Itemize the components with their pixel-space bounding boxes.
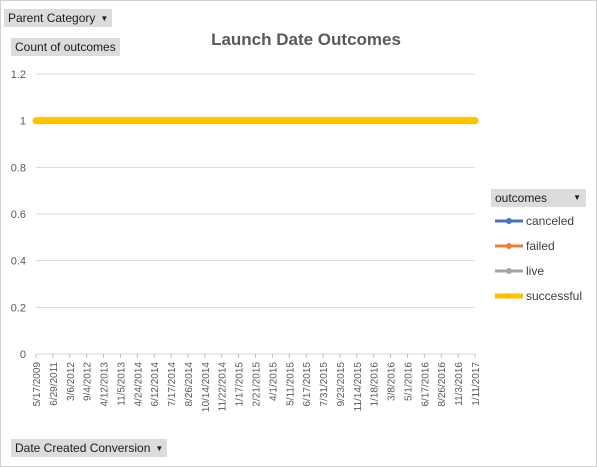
legend-label-canceled: canceled (526, 214, 574, 228)
x-tick-label: 6/17/2016 (420, 362, 431, 407)
legend-marker-successful (506, 293, 512, 299)
x-tick-label: 3/6/2012 (66, 362, 77, 401)
x-tick-label: 4/12/2013 (100, 362, 111, 407)
value-field-label: Count of outcomes (15, 40, 116, 54)
x-tick-label: 4/1/2015 (268, 362, 279, 401)
y-tick-label: 0 (20, 349, 26, 361)
dropdown-arrow-icon[interactable]: ▼ (100, 14, 109, 23)
dropdown-arrow-icon[interactable]: ▼ (155, 444, 164, 453)
x-tick-label: 10/14/2014 (201, 362, 212, 412)
outcomes-legend-field-button[interactable]: outcomes ▼ (491, 189, 586, 207)
legend-label-successful: successful (526, 289, 582, 303)
parent-category-filter-button[interactable]: Parent Category ▼ (4, 9, 113, 27)
y-tick-label: 1 (20, 116, 26, 128)
y-tick-label: 0.4 (11, 256, 26, 268)
legend-marker-canceled (506, 218, 512, 224)
x-tick-label: 11/3/2016 (454, 362, 465, 406)
x-tick-label: 1/17/2015 (235, 362, 246, 407)
y-tick-label: 1.2 (11, 69, 26, 81)
x-tick-label: 5/1/2016 (403, 362, 414, 401)
y-tick-label: 0.2 (11, 302, 26, 314)
legend-marker-live (506, 268, 512, 274)
y-tick-label: 0.6 (11, 209, 26, 221)
x-tick-label: 5/11/2015 (285, 362, 296, 406)
y-tick-label: 0.8 (11, 162, 26, 174)
parent-category-label: Parent Category (8, 11, 96, 25)
x-tick-label: 1/11/2017 (471, 362, 482, 406)
legend-field-label: outcomes (495, 191, 548, 205)
x-tick-label: 6/29/2011 (49, 362, 60, 406)
count-of-outcomes-field-button[interactable]: Count of outcomes (11, 38, 120, 56)
x-tick-label: 1/18/2016 (370, 362, 381, 407)
date-created-conversion-field-button[interactable]: Date Created Conversion ▼ (11, 439, 168, 457)
x-tick-label: 11/22/2014 (218, 362, 229, 412)
legend-label-failed: failed (526, 239, 555, 253)
legend-marker-failed (506, 243, 512, 249)
x-tick-label: 6/17/2015 (302, 362, 313, 407)
legend-label-live: live (526, 264, 544, 278)
x-tick-label: 2/21/2015 (252, 362, 263, 407)
x-tick-label: 5/17/2009 (32, 362, 43, 407)
x-tick-label: 6/12/2014 (150, 362, 161, 407)
x-tick-label: 8/26/2016 (437, 362, 448, 407)
x-tick-label: 11/5/2013 (116, 362, 127, 406)
x-tick-label: 7/31/2015 (319, 362, 330, 407)
x-tick-label: 3/8/2016 (387, 362, 398, 401)
x-tick-label: 11/14/2015 (353, 362, 364, 412)
dropdown-arrow-icon[interactable]: ▼ (573, 193, 581, 202)
x-tick-label: 9/4/2012 (83, 362, 94, 401)
axis-field-label: Date Created Conversion (15, 441, 151, 455)
x-tick-label: 9/23/2015 (336, 362, 347, 407)
x-tick-label: 7/17/2014 (167, 362, 178, 407)
x-tick-label: 8/26/2014 (184, 362, 195, 407)
x-tick-label: 4/24/2014 (133, 362, 144, 407)
chart-title: Launch Date Outcomes (211, 30, 401, 49)
